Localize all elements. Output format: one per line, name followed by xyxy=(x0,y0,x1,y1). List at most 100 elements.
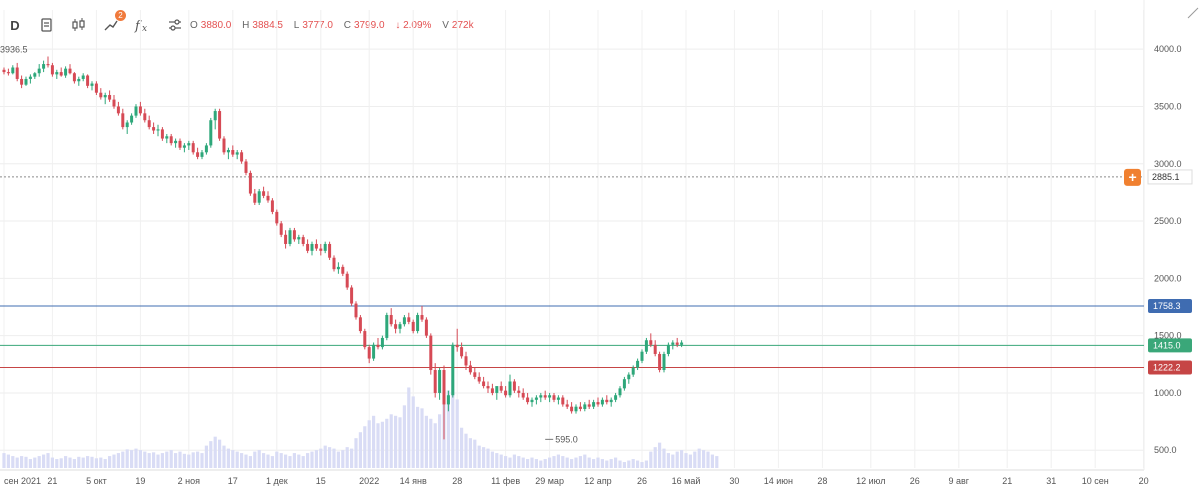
volume-bar xyxy=(306,453,310,468)
volume-bar xyxy=(636,460,640,468)
horizontal-levels[interactable]: 2885.1 1758.3 1415.0 1222.2 + xyxy=(0,168,1193,375)
candle-body xyxy=(446,395,450,405)
volume-bar xyxy=(160,453,164,468)
indicator-count-badge: 2 xyxy=(115,10,126,21)
y-tick-label: 1500.0 xyxy=(1154,331,1182,341)
volume-bar xyxy=(644,460,648,468)
volume-label: V xyxy=(442,20,449,31)
settings-button[interactable] xyxy=(162,12,188,38)
candle-body xyxy=(574,406,578,412)
volume-bar xyxy=(429,418,433,468)
candle-body xyxy=(275,211,279,224)
volume-bar xyxy=(702,450,706,468)
open-label: O xyxy=(190,20,198,31)
candle-body xyxy=(86,75,90,86)
candle-body xyxy=(15,67,19,79)
volume-bar xyxy=(178,451,182,468)
x-tick-label: 2022 xyxy=(359,476,379,486)
candle-body xyxy=(534,397,538,400)
volume-bar xyxy=(244,454,248,468)
low-label: L xyxy=(293,20,300,31)
scroll-up-icon[interactable] xyxy=(1180,0,1200,40)
high-label: H xyxy=(242,20,250,31)
volume-bar xyxy=(328,447,332,468)
volume-bar xyxy=(319,448,323,468)
volume-bar xyxy=(200,453,204,468)
fx-button[interactable]: f x xyxy=(130,12,156,38)
volume-bar xyxy=(495,453,499,468)
candle-body xyxy=(11,67,15,74)
volume-bar xyxy=(20,456,24,468)
candle-body xyxy=(253,193,257,203)
candle-body xyxy=(266,195,270,201)
candle-body xyxy=(328,243,332,258)
volume-bar xyxy=(350,448,354,468)
candle-body xyxy=(72,73,76,82)
volume-bar xyxy=(468,438,472,468)
volume-bar xyxy=(81,457,85,468)
volume-bar xyxy=(6,454,10,468)
candle-body xyxy=(367,347,371,359)
candle-body xyxy=(270,200,274,212)
volume-bar xyxy=(341,450,345,468)
candle-body xyxy=(407,317,411,322)
volume-bar xyxy=(121,451,125,468)
chart-style-button[interactable] xyxy=(34,12,60,38)
candle-body xyxy=(235,152,239,155)
svg-text:f: f xyxy=(134,19,142,33)
volume-bar xyxy=(130,450,134,468)
candle-body xyxy=(442,370,446,405)
indicators-button[interactable]: 2 xyxy=(98,10,126,38)
candle-body xyxy=(376,344,380,348)
x-tick-label: 5 окт xyxy=(86,476,107,486)
candle-body xyxy=(24,78,28,85)
candle-body xyxy=(543,395,547,398)
volume-bar xyxy=(653,447,657,468)
volume-bar xyxy=(609,459,613,468)
max-price-label: 3936.5 xyxy=(0,44,28,54)
candle-body xyxy=(306,243,310,251)
volume-bar xyxy=(2,453,6,468)
volume-bar xyxy=(55,459,59,468)
candle-body xyxy=(416,315,420,332)
volume-bar xyxy=(116,453,120,468)
x-tick-label: 29 мар xyxy=(535,476,564,486)
volume-bar xyxy=(235,451,239,468)
volume-bar xyxy=(336,451,340,468)
candle-body xyxy=(336,266,340,270)
volume-bar xyxy=(204,445,208,468)
candle-body xyxy=(33,73,37,77)
volume-bar xyxy=(191,452,195,468)
volume-bar xyxy=(596,457,600,468)
x-tick-label: 31 xyxy=(1046,476,1056,486)
y-tick-label: 500.0 xyxy=(1154,445,1177,455)
volume-bar xyxy=(592,459,596,468)
candle-body xyxy=(512,381,516,391)
add-level-button[interactable]: + xyxy=(1124,168,1141,186)
candles-icon xyxy=(72,18,85,31)
period-button[interactable]: D xyxy=(10,17,20,33)
volume-bar xyxy=(583,454,587,468)
candles-button[interactable] xyxy=(66,12,92,38)
candle-body xyxy=(103,95,107,98)
x-tick-label: 1 дек xyxy=(266,476,288,486)
candle-body xyxy=(600,399,604,405)
x-tick-label: 15 xyxy=(316,476,326,486)
candle-body xyxy=(46,64,50,66)
volume-bar xyxy=(46,453,50,468)
volume-bar xyxy=(477,445,481,468)
candle-body xyxy=(631,367,635,375)
candle-body xyxy=(486,386,490,389)
volume-bar xyxy=(165,451,169,468)
volume-bar xyxy=(424,415,428,468)
candle-body xyxy=(495,386,499,393)
low-value: 3777.0 xyxy=(302,20,333,31)
volume-bar xyxy=(240,453,244,468)
volume-bar xyxy=(209,441,213,468)
x-tick-label: 10 сен xyxy=(1082,476,1109,486)
volume-bar xyxy=(649,451,653,468)
min-price-label: 595.0 xyxy=(555,434,578,444)
volume-bar xyxy=(539,460,543,468)
candle-body xyxy=(187,143,191,146)
